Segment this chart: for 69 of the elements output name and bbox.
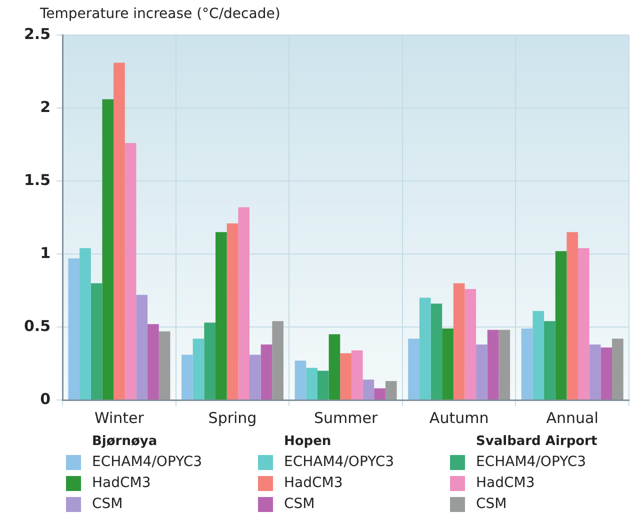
bar [419,298,431,400]
legend-label: HadCM3 [92,475,151,491]
bar [340,353,352,400]
bar [158,331,170,400]
legend-label: ECHAM4/OPYC3 [476,454,586,470]
bar [182,354,193,400]
y-tick-label: 0 [40,390,51,408]
text: Hopen [283,434,332,449]
legend-label: ECHAM4/OPYC3 [284,454,394,470]
bar [555,251,567,400]
bar [544,321,556,400]
bar [578,248,590,400]
y-tick-label: 1.5 [24,170,51,189]
bar [453,283,465,400]
legend-label: CSM [92,496,123,512]
bar [408,338,420,400]
bar [521,328,533,400]
text: Svalbard Airport [475,434,598,449]
x-tick-label: Spring [208,408,257,427]
y-tick-label: 0.5 [24,316,51,335]
bar [306,368,318,400]
legend-label: HadCM3 [284,475,343,491]
bar [260,344,272,400]
bar [487,330,499,400]
bar [226,223,238,400]
legend-label: CSM [284,496,315,512]
bar [216,232,227,400]
bar [249,354,261,400]
bar [238,207,250,400]
bar [498,330,510,400]
bar [192,338,204,400]
bar [68,258,80,400]
bar [362,380,374,400]
x-tick-label: Annual [546,408,598,427]
bar [374,388,386,400]
y-tick-label: 2 [40,98,51,116]
text: Bjørnøya [91,434,158,449]
bar [317,370,329,400]
y-tick-label: 1 [40,244,51,262]
bar [566,232,578,400]
bar [124,143,136,400]
x-tick-label: Winter [94,408,145,427]
bar [612,338,624,400]
bar [600,347,612,400]
bar [464,289,476,400]
legend-label: CSM [476,496,507,512]
x-tick-label: Autumn [429,408,489,427]
bar [80,248,91,400]
bar [204,322,216,400]
bar [102,99,114,400]
legend-label: HadCM3 [476,475,535,491]
bar [476,344,488,400]
bar [385,381,397,400]
y-axis-title: Temperature increase (°C/decade) [40,6,280,22]
x-tick-label: Summer [314,408,378,427]
bar [148,324,159,400]
bar [589,344,601,400]
bar [351,350,363,400]
bar [90,283,102,400]
bar [114,62,125,400]
bar [442,328,454,400]
bar [328,334,340,400]
y-tick-label: 2.5 [24,24,51,43]
legend-label: ECHAM4/OPYC3 [92,454,202,470]
bar [272,321,284,400]
bar [532,310,544,400]
bar [136,294,148,400]
bar [294,360,306,400]
bar [430,304,442,400]
